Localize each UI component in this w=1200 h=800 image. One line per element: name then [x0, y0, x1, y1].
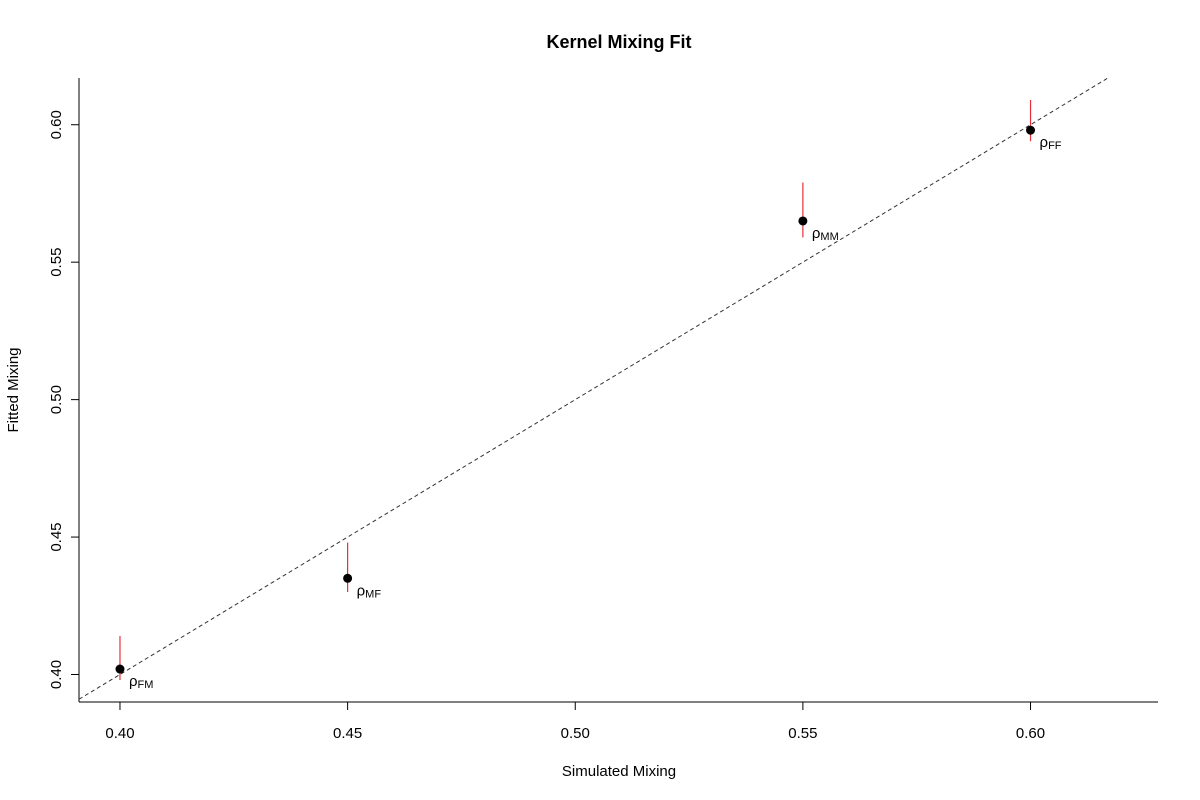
point-label-symbol: ρ — [1040, 134, 1049, 151]
chart-title: Kernel Mixing Fit — [546, 32, 691, 52]
reference-line-layer — [78, 77, 1109, 700]
point-label-symbol: ρ — [129, 673, 138, 690]
point-label-symbol: ρ — [812, 225, 821, 242]
point-label-subscript: FF — [1048, 140, 1062, 152]
point-layer — [115, 125, 1036, 674]
data-point — [1026, 125, 1036, 135]
x-axis-label: Simulated Mixing — [562, 763, 676, 780]
x-tick-label: 0.45 — [333, 725, 362, 742]
x-tick-label: 0.60 — [1016, 725, 1045, 742]
point-label: ρFF — [1040, 134, 1062, 152]
y-axis-label: Fitted Mixing — [5, 347, 22, 432]
x-tick-label: 0.40 — [105, 725, 134, 742]
point-label: ρMF — [357, 582, 382, 600]
y-tick-label: 0.55 — [48, 248, 65, 277]
y-tick-label: 0.50 — [48, 385, 65, 414]
identity-reference-line — [78, 77, 1109, 700]
data-point — [115, 664, 125, 674]
data-point — [798, 216, 808, 226]
y-tick-label: 0.60 — [48, 110, 65, 139]
point-label: ρMM — [812, 225, 839, 243]
x-tick-label: 0.55 — [788, 725, 817, 742]
x-tick-label: 0.50 — [561, 725, 590, 742]
point-label-subscript: MF — [365, 588, 381, 600]
point-label-subscript: MM — [820, 231, 838, 243]
data-point — [343, 573, 353, 583]
y-tick-label: 0.40 — [48, 660, 65, 689]
error-bar-layer — [119, 99, 1032, 681]
point-label: ρFM — [129, 673, 153, 691]
point-label-symbol: ρ — [357, 582, 366, 599]
axes: 0.40 0.45 0.50 0.55 0.60 0.40 0.45 0.50 0.55 0.60 — [48, 78, 1158, 742]
y-tick-label: 0.45 — [48, 522, 65, 551]
point-label-subscript: FM — [138, 679, 154, 691]
